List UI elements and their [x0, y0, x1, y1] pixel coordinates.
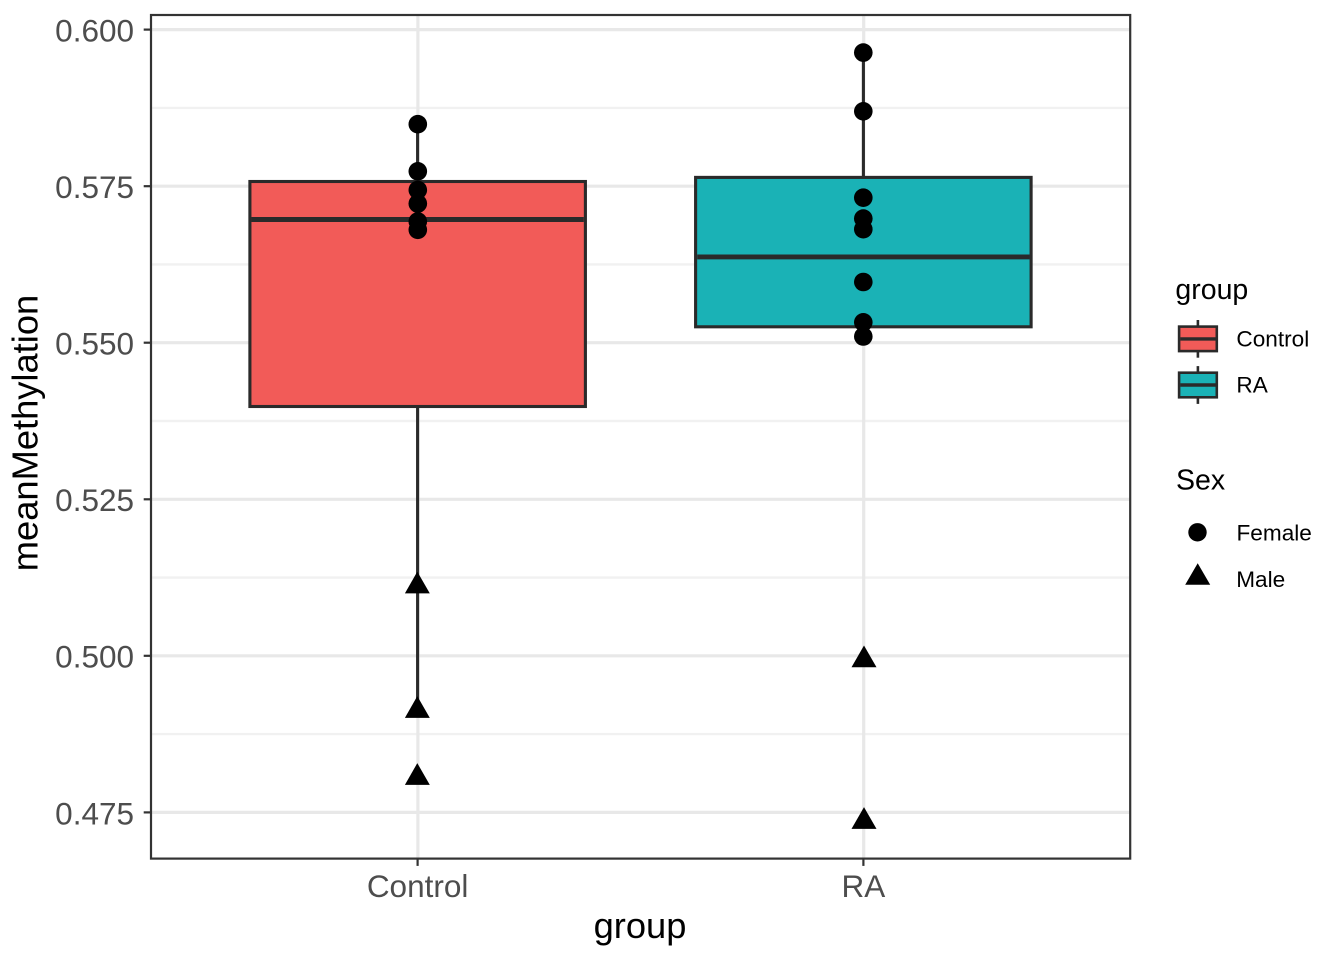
svg-text:RA: RA	[842, 868, 886, 904]
svg-text:Female: Female	[1237, 521, 1312, 546]
svg-text:Control: Control	[1236, 326, 1309, 351]
svg-text:group: group	[1175, 274, 1248, 306]
svg-text:0.525: 0.525	[55, 482, 134, 518]
svg-text:Control: Control	[367, 868, 469, 904]
svg-text:0.500: 0.500	[55, 639, 134, 675]
svg-text:Male: Male	[1236, 567, 1285, 592]
svg-text:0.600: 0.600	[55, 13, 134, 49]
svg-text:meanMethylation: meanMethylation	[5, 295, 46, 571]
svg-text:Sex: Sex	[1176, 464, 1225, 496]
svg-text:RA: RA	[1236, 373, 1268, 398]
svg-text:0.575: 0.575	[55, 169, 134, 205]
svg-text:0.550: 0.550	[55, 326, 134, 362]
svg-text:0.475: 0.475	[55, 795, 134, 831]
svg-text:group: group	[594, 905, 687, 946]
